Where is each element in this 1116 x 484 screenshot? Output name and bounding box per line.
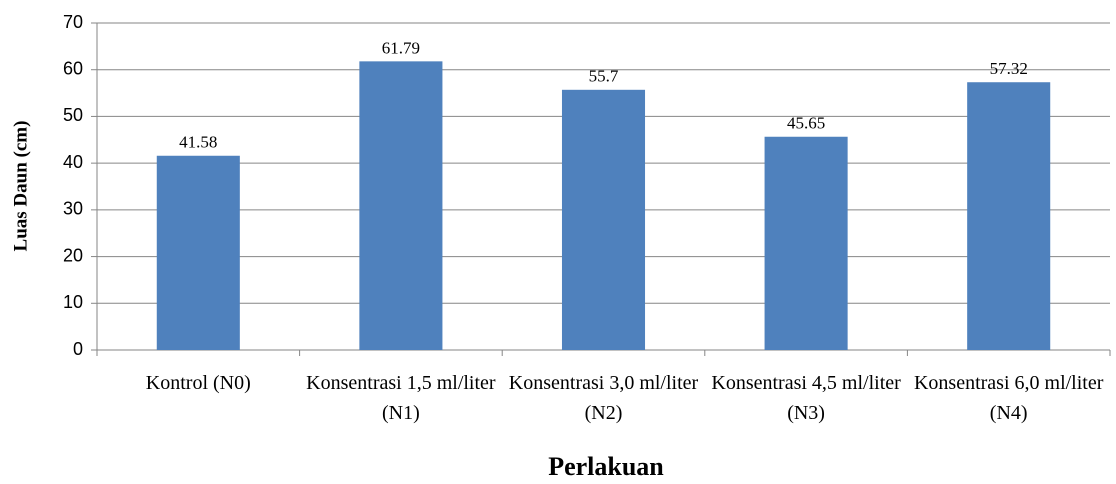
x-tick-label: Kontrol (N0) [145, 372, 251, 394]
bar [359, 61, 443, 351]
x-tick-label: Konsentrasi 3,0 ml/liter (N2) [508, 372, 699, 424]
bar [967, 82, 1051, 351]
bar [561, 89, 646, 351]
y-tick-label: 0 [73, 339, 83, 359]
x-tick-label: Konsentrasi 1,5 ml/liter (N1) [306, 372, 496, 424]
y-tick-label: 70 [63, 12, 83, 32]
y-tick-label: 60 [63, 58, 83, 78]
y-tick-label: 40 [63, 152, 83, 172]
data-label: 57.32 [990, 59, 1028, 78]
y-tick-label: 10 [63, 292, 83, 312]
bar [156, 155, 240, 350]
y-tick-label: 20 [63, 245, 83, 265]
data-label: 45.65 [787, 114, 825, 133]
x-axis-label: Perlakuan [548, 452, 664, 481]
y-tick-label: 50 [63, 105, 83, 125]
data-label: 41.58 [179, 133, 217, 152]
x-tick-label: Konsentrasi 4,5 ml/liter (N3) [711, 372, 901, 424]
bar [764, 136, 848, 350]
y-axis-label: Luas Daun (cm) [10, 121, 31, 252]
y-tick-label: 30 [63, 199, 83, 219]
data-label: 55.7 [589, 67, 619, 86]
data-label: 61.79 [382, 38, 420, 57]
x-tick-label: Konsentrasi 6,0 ml/liter (N4) [913, 372, 1104, 424]
